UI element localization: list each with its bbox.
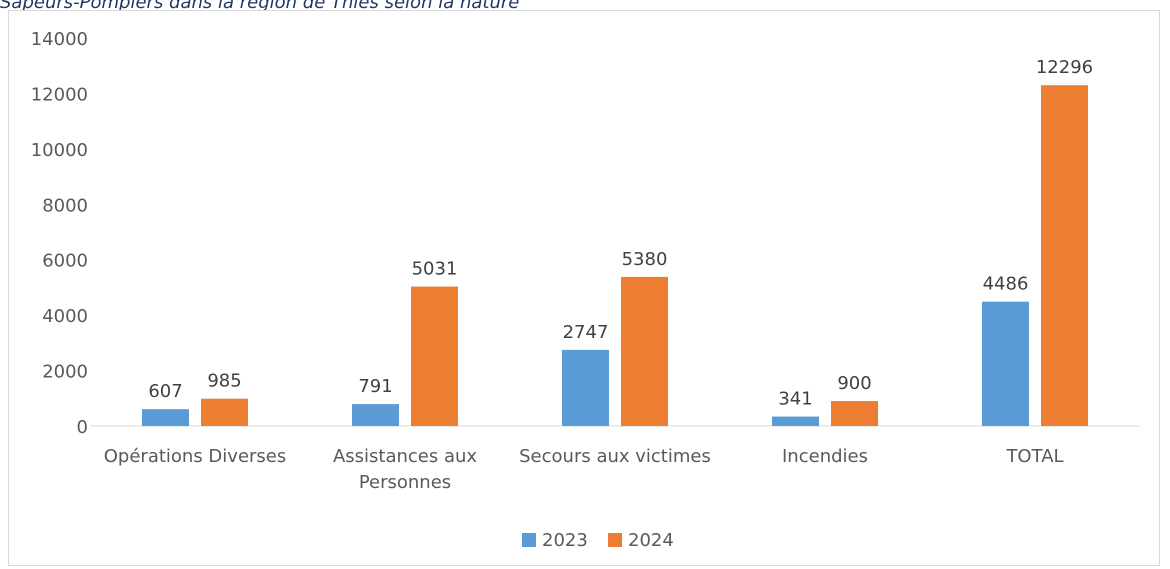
y-tick-label: 10000 [31, 140, 88, 161]
x-tick-label: Incendies [782, 446, 868, 467]
y-tick-label: 6000 [42, 251, 88, 272]
data-label: 4486 [983, 274, 1029, 295]
legend-swatch-2024 [608, 533, 622, 547]
x-tick-label: Assistances aux Personnes [333, 446, 477, 493]
legend: 2023 2024 [522, 530, 674, 551]
data-label: 607 [148, 381, 182, 402]
y-tick-label: 2000 [42, 362, 88, 383]
x-axis: Opérations Diverses Assistances aux Person… [90, 425, 1140, 493]
bar-2023 [352, 404, 399, 426]
data-label: 985 [207, 371, 241, 392]
y-tick-label: 8000 [42, 195, 88, 216]
data-label: 5380 [622, 249, 668, 270]
x-tick-label: Opérations Diverses [104, 446, 287, 467]
x-tick-label: TOTAL [1005, 446, 1063, 467]
y-tick-label: 12000 [31, 84, 88, 105]
data-label: 791 [358, 376, 392, 397]
data-label: 900 [837, 373, 871, 394]
legend-swatch-2023 [522, 533, 536, 547]
y-tick-label: 14000 [31, 29, 88, 50]
data-label: 2747 [563, 322, 609, 343]
legend-label: 2023 [542, 530, 588, 551]
bar-2023 [142, 409, 189, 426]
data-label: 5031 [412, 259, 458, 280]
data-label: 341 [778, 389, 812, 410]
y-axis: 0 2000 4000 6000 8000 10000 12000 14000 [31, 29, 88, 438]
bar-2024 [1041, 85, 1088, 426]
bar-2023 [982, 301, 1029, 426]
data-label: 12296 [1036, 57, 1093, 78]
x-tick-label: Secours aux victimes [519, 446, 711, 467]
bar-2024 [621, 276, 668, 426]
bar-2023 [772, 416, 819, 426]
y-tick-label: 4000 [42, 306, 88, 327]
bars: 607 985 791 5031 2747 5380 341 900 4486 12296 [142, 57, 1093, 426]
chart-caption: Sapeurs-Pompiers dans la région de Thiès… [0, 0, 520, 13]
y-tick-label: 0 [77, 417, 88, 438]
bar-2024 [411, 286, 458, 426]
bar-2024 [201, 398, 248, 426]
legend-label: 2024 [628, 530, 674, 551]
bar-2023 [562, 349, 609, 426]
chart-frame [8, 10, 1160, 566]
bar-2024 [831, 401, 878, 426]
